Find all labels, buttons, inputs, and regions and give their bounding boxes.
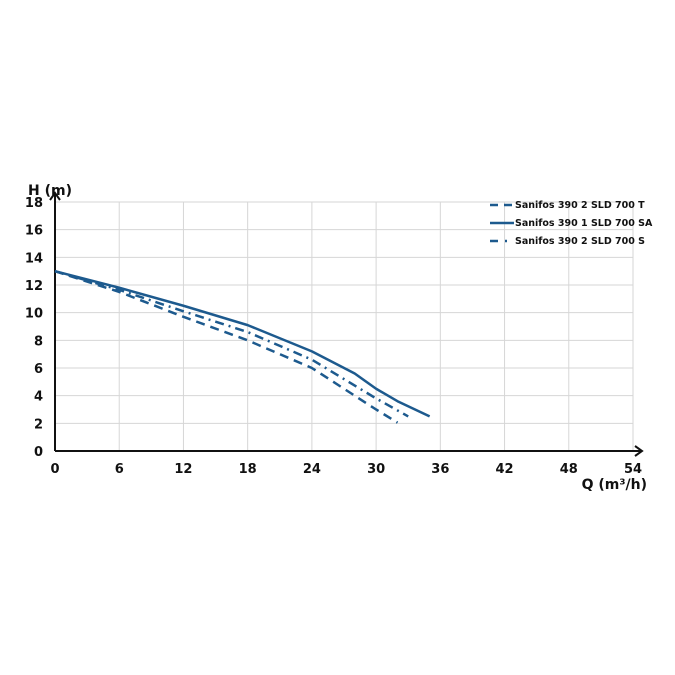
y-tick-label: 14 (25, 251, 43, 266)
x-tick-label: 0 (50, 462, 59, 477)
y-axis-arrow (49, 191, 61, 201)
series-line-dash-dot (54, 269, 409, 418)
legend-label: Sanifos 390 2 SLD 700 S (515, 236, 645, 247)
series-lines (54, 269, 431, 424)
x-axis-arrow (634, 445, 644, 457)
x-tick-label: 24 (303, 462, 321, 477)
x-tick-label: 36 (431, 462, 449, 477)
x-tick-label: 54 (624, 462, 642, 477)
x-tick-label: 42 (496, 462, 514, 477)
legend: Sanifos 390 2 SLD 700 T Sanifos 390 1 SLD… (490, 200, 653, 247)
y-tick-label: 0 (34, 445, 43, 460)
grid (55, 201, 634, 451)
y-tick-label: 12 (25, 279, 43, 294)
series-line-dashed (54, 269, 399, 424)
x-tick-label: 48 (560, 462, 578, 477)
y-tick-label: 8 (34, 334, 43, 349)
x-tick-label: 18 (239, 462, 257, 477)
y-tick-label: 16 (25, 224, 43, 239)
y-tick-label: 2 (34, 417, 43, 432)
y-tick-label: 6 (34, 362, 43, 377)
legend-label: Sanifos 390 2 SLD 700 T (515, 200, 645, 211)
x-tick-label: 6 (115, 462, 124, 477)
y-axis-label: H (m) (28, 183, 72, 199)
y-tick-label: 18 (25, 196, 43, 211)
y-tick-label: 10 (25, 307, 43, 322)
y-tick-label: 4 (34, 390, 43, 405)
x-tick-label: 12 (174, 462, 192, 477)
x-tick-label: 30 (367, 462, 385, 477)
axes (49, 191, 644, 457)
series-line-solid (54, 269, 431, 418)
x-axis-label: Q (m³/h) (582, 477, 647, 493)
legend-label: Sanifos 390 1 SLD 700 SA (515, 218, 653, 229)
